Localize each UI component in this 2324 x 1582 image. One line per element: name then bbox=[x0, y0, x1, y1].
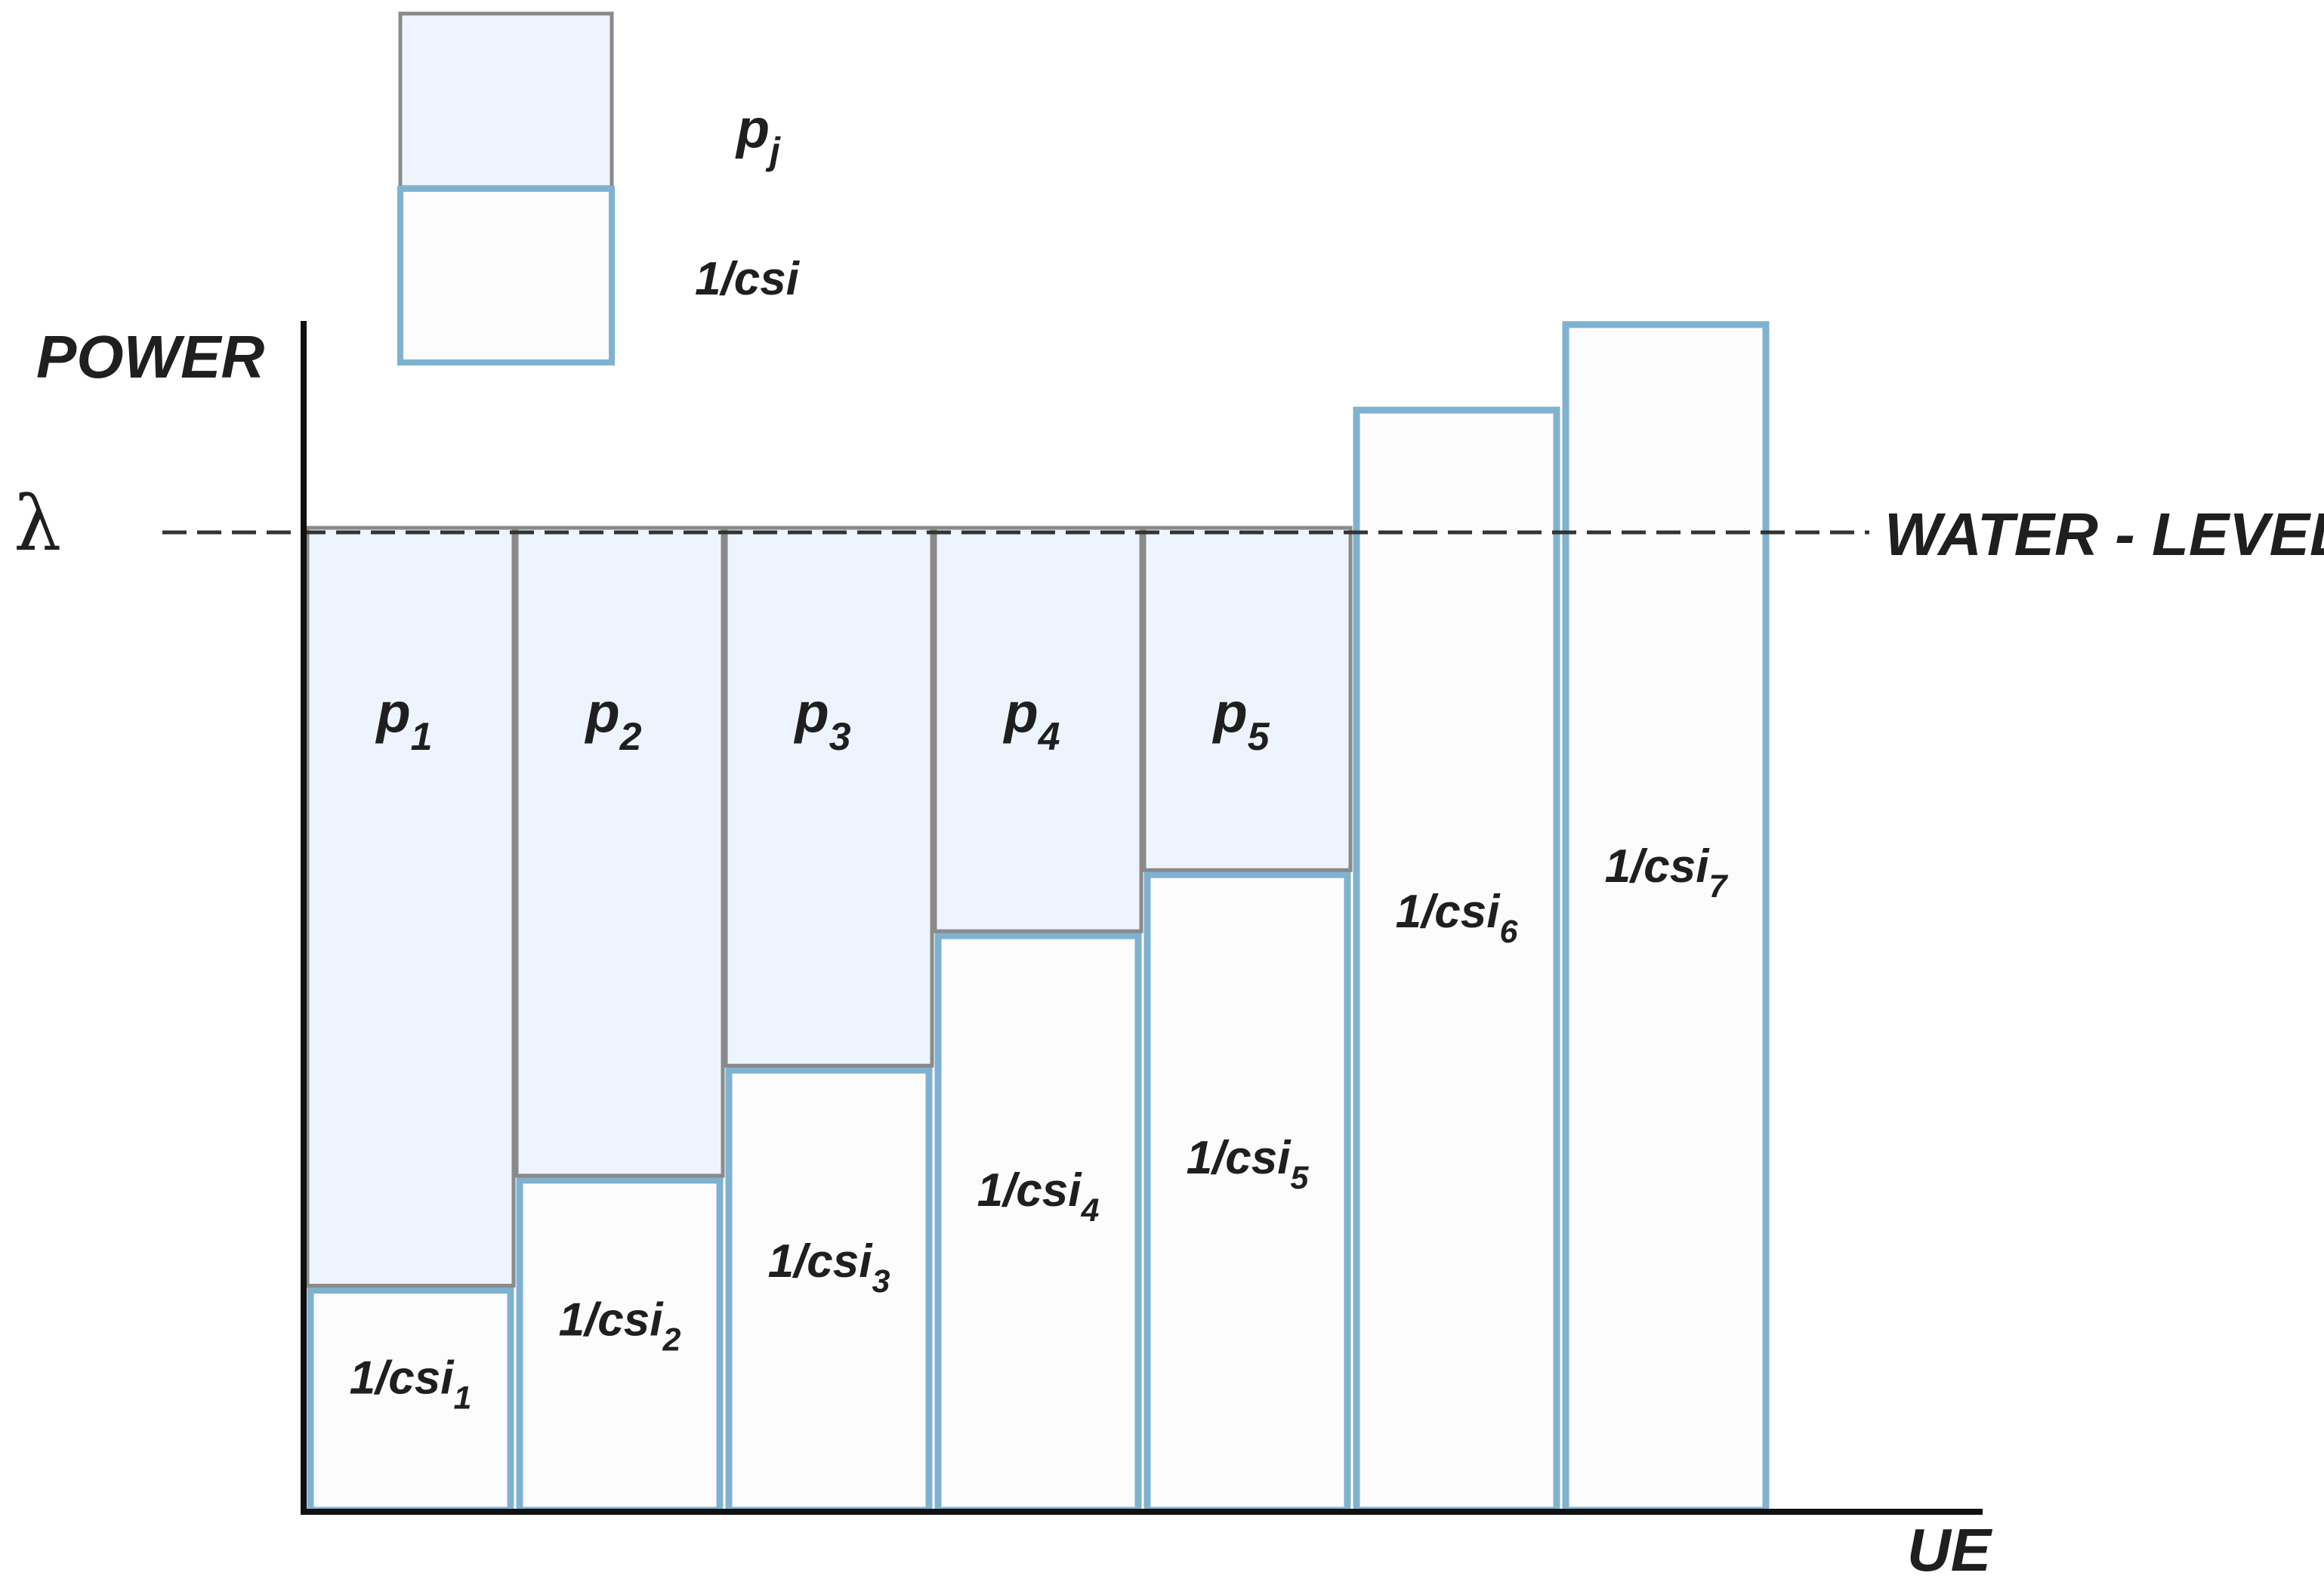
inv-csi-bar-6 bbox=[1353, 406, 1560, 1514]
power-label-4: p4 bbox=[1002, 681, 1060, 759]
inv-csi-bar-4 bbox=[934, 932, 1142, 1514]
legend: pj 1/csi bbox=[397, 11, 801, 365]
lambda-symbol: λ bbox=[14, 480, 61, 568]
power-bar-3 bbox=[724, 526, 934, 1068]
power-label-1: p1 bbox=[375, 681, 432, 759]
power-label-5: p5 bbox=[1211, 681, 1270, 759]
inv-csi-bar-2 bbox=[516, 1176, 724, 1514]
inv-csi-bar-3 bbox=[725, 1066, 933, 1514]
inv-csi-bar-1 bbox=[307, 1287, 514, 1514]
legend-swatch-power bbox=[398, 11, 614, 190]
columns: p1 1/csi1 p2 1/csi2 p3 1/csi3 p4 1/csi4 p5 1/csi5… bbox=[305, 321, 1770, 1514]
power-bar-5 bbox=[1142, 526, 1353, 872]
y-axis-label: POWER bbox=[36, 323, 264, 390]
inv-csi-label-3: 1/csi3 bbox=[768, 1235, 890, 1300]
power-bar-1 bbox=[305, 526, 516, 1288]
legend-label-power: pj bbox=[735, 99, 781, 172]
power-label-3: p3 bbox=[793, 681, 850, 759]
legend-swatch-inv-csi bbox=[397, 186, 615, 365]
inv-csi-label-1: 1/csi1 bbox=[350, 1352, 472, 1417]
power-bar-2 bbox=[514, 526, 725, 1178]
inv-csi-label-2: 1/csi2 bbox=[559, 1294, 681, 1358]
inv-csi-bar-7 bbox=[1562, 321, 1770, 1514]
inv-csi-label-6: 1/csi6 bbox=[1396, 886, 1519, 950]
x-axis-label: UE bbox=[1907, 1516, 1993, 1582]
inv-csi-label-7: 1/csi7 bbox=[1605, 840, 1729, 905]
water-level: λ WATER - LEVEL bbox=[14, 480, 2324, 568]
legend-label-inv-csi: 1/csi bbox=[695, 253, 801, 305]
axes: POWER UE bbox=[36, 321, 1993, 1582]
power-label-2: p2 bbox=[584, 681, 641, 759]
inv-csi-bar-5 bbox=[1143, 871, 1351, 1514]
water-level-label: WATER - LEVEL bbox=[1884, 501, 2324, 568]
inv-csi-label-4: 1/csi4 bbox=[977, 1164, 1100, 1229]
inv-csi-label-5: 1/csi5 bbox=[1187, 1132, 1310, 1196]
power-bar-4 bbox=[933, 526, 1143, 933]
